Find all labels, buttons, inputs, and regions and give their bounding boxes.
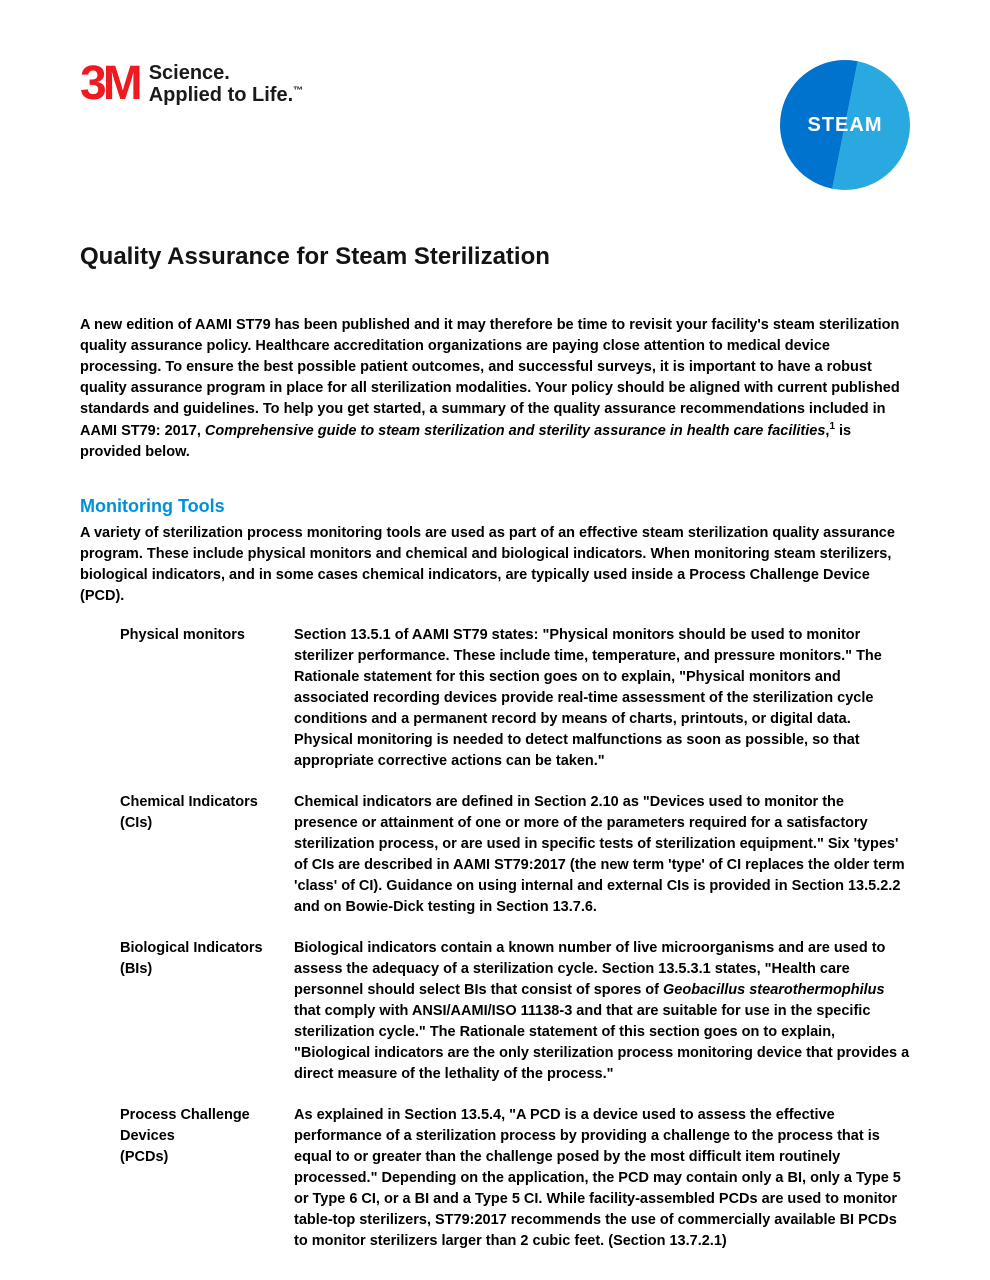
tool-body: Section 13.5.1 of AAMI ST79 states: "Phy…: [294, 625, 910, 772]
steam-badge-icon: STEAM: [780, 60, 910, 190]
brand-logo: 3M Science. Applied to Life.™: [80, 60, 303, 108]
tool-body-italic: Geobacillus stearothermophilus: [663, 982, 885, 998]
tagline-line2-text: Applied to Life.: [149, 84, 293, 106]
tm-mark: ™: [293, 85, 303, 96]
intro-italic: Comprehensive guide to steam sterilizati…: [205, 423, 825, 439]
tagline-line1: Science.: [149, 62, 303, 84]
tool-body-pre: Chemical indicators are defined in Secti…: [294, 794, 905, 915]
intro-part1: A new edition of AAMI ST79 has been publ…: [80, 317, 900, 439]
tool-row: Physical monitors Section 13.5.1 of AAMI…: [120, 625, 910, 772]
tool-row: Chemical Indicators (CIs) Chemical indic…: [120, 792, 910, 918]
intro-paragraph: A new edition of AAMI ST79 has been publ…: [80, 315, 910, 463]
tagline-line2: Applied to Life.™: [149, 84, 303, 106]
tool-label: Biological Indicators (BIs): [120, 938, 270, 1085]
tool-label: Process Challenge Devices (PCDs): [120, 1105, 270, 1252]
tool-label: Chemical Indicators (CIs): [120, 792, 270, 918]
tool-row: Process Challenge Devices (PCDs) As expl…: [120, 1105, 910, 1252]
tool-body: Chemical indicators are defined in Secti…: [294, 792, 910, 918]
section-heading: Monitoring Tools: [80, 493, 910, 519]
tool-row: Biological Indicators (BIs) Biological i…: [120, 938, 910, 1085]
tool-body: Biological indicators contain a known nu…: [294, 938, 910, 1085]
section-lead: A variety of sterilization process monit…: [80, 523, 910, 607]
tool-body-pre: As explained in Section 13.5.4, "A PCD i…: [294, 1107, 901, 1249]
steam-badge-text: STEAM: [808, 111, 883, 140]
tool-body-post: that comply with ANSI/AAMI/ISO 11138-3 a…: [294, 1003, 909, 1082]
logo-3m-icon: 3M: [80, 60, 139, 108]
tagline: Science. Applied to Life.™: [149, 62, 303, 106]
tool-body: As explained in Section 13.5.4, "A PCD i…: [294, 1105, 910, 1252]
tool-body-pre: Section 13.5.1 of AAMI ST79 states: "Phy…: [294, 627, 882, 769]
header: 3M Science. Applied to Life.™ STEAM: [80, 60, 910, 190]
tool-label: Physical monitors: [120, 625, 270, 772]
page-title: Quality Assurance for Steam Sterilizatio…: [80, 240, 910, 275]
